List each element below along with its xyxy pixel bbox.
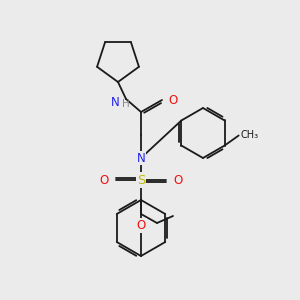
Text: S: S [137, 173, 145, 187]
Text: N: N [111, 97, 119, 110]
Text: O: O [100, 173, 109, 187]
Text: O: O [173, 173, 182, 187]
Text: CH₃: CH₃ [241, 130, 259, 140]
Text: H: H [122, 99, 130, 109]
Text: O: O [136, 219, 146, 232]
Text: O: O [168, 94, 177, 106]
Text: N: N [136, 152, 146, 164]
